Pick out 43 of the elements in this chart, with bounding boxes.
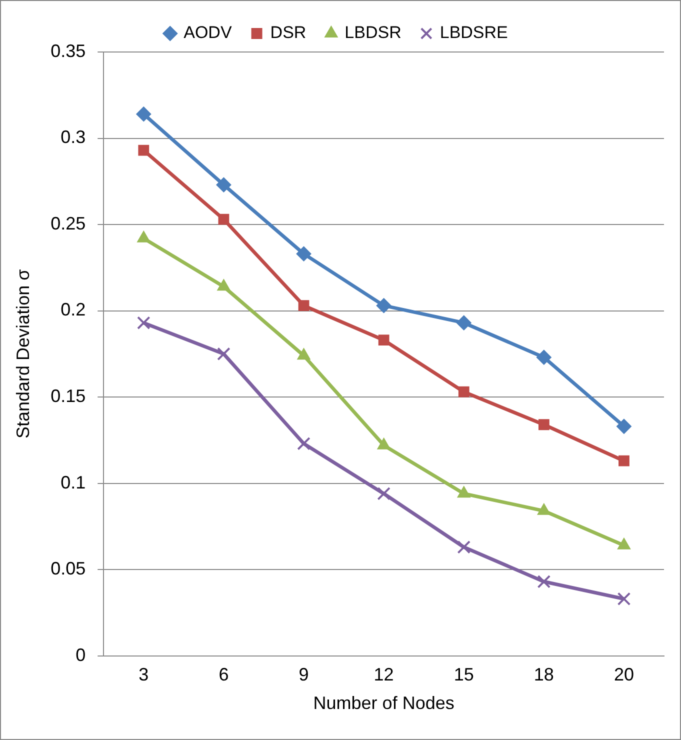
y-tick-label: 0.25: [50, 213, 86, 234]
y-tick-label: 0.05: [50, 558, 86, 579]
y-tick-label: 0.15: [50, 386, 86, 406]
point: [296, 246, 312, 262]
y-tick-label: 0.2: [60, 300, 86, 320]
point: [617, 592, 631, 606]
y-axis-title: Standard Deviation σ: [12, 269, 33, 439]
point: [537, 574, 551, 588]
x-tick-label: 6: [218, 664, 229, 685]
y-tick-label: 0.1: [60, 472, 86, 492]
point: [136, 106, 152, 122]
point: [538, 419, 550, 430]
point: [217, 347, 230, 361]
point: [297, 436, 310, 450]
point: [376, 298, 392, 314]
legend-label: AODV: [184, 23, 232, 42]
point: [298, 300, 310, 312]
point: [457, 540, 471, 554]
point: [378, 334, 390, 346]
point: [456, 315, 472, 330]
point: [218, 214, 230, 225]
point: [458, 386, 470, 398]
point: [618, 455, 630, 466]
legend-label: LBDSR: [344, 23, 402, 42]
point: [536, 350, 552, 365]
legend-label: LBDSRE: [440, 23, 508, 42]
point: [137, 316, 150, 330]
point: [138, 144, 150, 156]
point: [457, 486, 470, 498]
point: [216, 177, 232, 192]
x-tick-label: 3: [138, 664, 149, 685]
x-tick-label: 9: [298, 664, 309, 685]
x-axis-title: Number of Nodes: [313, 693, 454, 714]
x-tick-label: 18: [534, 664, 554, 685]
point: [616, 418, 632, 434]
y-tick-label: 0.3: [60, 127, 86, 148]
x-tick-label: 20: [614, 664, 634, 685]
x-tick-label: 12: [374, 664, 394, 685]
point: [377, 486, 390, 500]
y-tick-label: 0.35: [50, 40, 86, 61]
x-tick-label: 15: [454, 664, 474, 685]
legend-label: DSR: [270, 23, 306, 42]
y-tick-label: 0: [76, 644, 86, 665]
